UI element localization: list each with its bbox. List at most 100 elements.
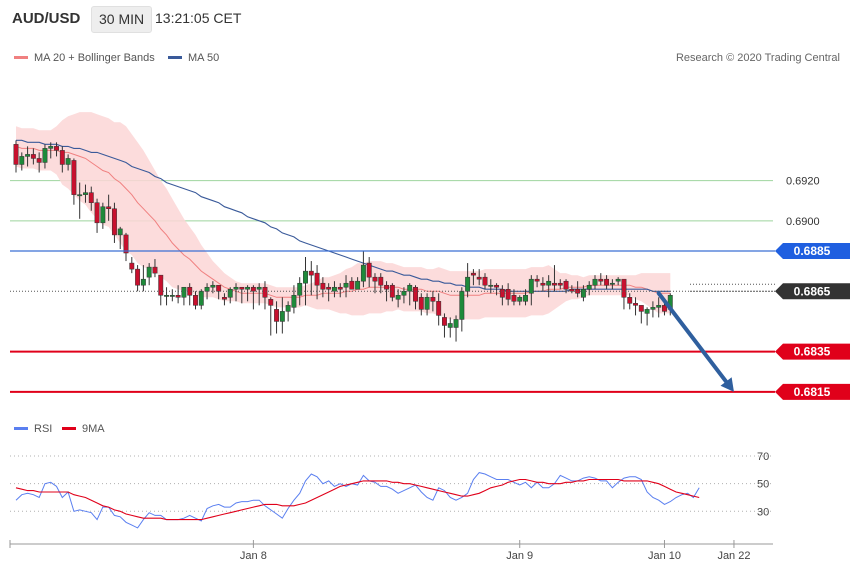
candle-body bbox=[291, 295, 297, 308]
candle-body bbox=[227, 288, 233, 298]
candle-body bbox=[274, 309, 280, 322]
candle-body bbox=[407, 284, 413, 292]
candle bbox=[430, 291, 436, 312]
candle-body bbox=[19, 156, 25, 165]
candle-body bbox=[117, 228, 123, 236]
candle-body bbox=[401, 291, 407, 296]
candle-body bbox=[592, 278, 598, 286]
candle-body bbox=[621, 278, 627, 298]
candle bbox=[592, 275, 598, 290]
candle bbox=[349, 277, 355, 290]
chart-header: AUD/USD 30 MIN 13:21:05 CET bbox=[0, 0, 850, 36]
candle bbox=[482, 273, 488, 290]
candle-body bbox=[308, 270, 314, 276]
ma20-line bbox=[15, 145, 671, 298]
candle bbox=[511, 289, 517, 306]
rsi-line bbox=[15, 472, 700, 529]
candle bbox=[285, 301, 291, 322]
candle bbox=[627, 293, 633, 310]
candle-body bbox=[650, 307, 656, 310]
candle-body bbox=[534, 278, 540, 282]
candle-body bbox=[216, 284, 222, 292]
level-price-box bbox=[775, 343, 850, 360]
legend-ma50-swatch bbox=[168, 55, 182, 59]
candle bbox=[221, 293, 227, 306]
candle bbox=[268, 297, 274, 336]
candle-body bbox=[598, 278, 604, 282]
candle bbox=[453, 315, 459, 342]
candle-body bbox=[71, 160, 77, 195]
candle-body bbox=[424, 297, 430, 310]
candle bbox=[308, 261, 314, 296]
candle bbox=[48, 142, 54, 159]
candle-body bbox=[499, 288, 505, 298]
candle-body bbox=[395, 295, 401, 300]
candle bbox=[59, 146, 65, 173]
candle-body bbox=[256, 286, 262, 290]
candle-body bbox=[187, 286, 193, 296]
candle-body bbox=[326, 286, 332, 290]
candle-body bbox=[48, 146, 54, 149]
candle bbox=[557, 279, 563, 290]
candle bbox=[447, 317, 453, 338]
candle bbox=[476, 269, 482, 286]
candle-body bbox=[59, 150, 65, 165]
candle-body bbox=[453, 319, 459, 328]
candle bbox=[140, 265, 146, 292]
candle bbox=[111, 202, 117, 243]
timeframe-button[interactable]: 30 MIN bbox=[91, 6, 153, 33]
candle-body bbox=[633, 303, 638, 306]
target-arrow-shaft bbox=[656, 291, 730, 386]
candle-body bbox=[436, 301, 442, 316]
candle-body bbox=[604, 278, 610, 286]
legend-rsi-swatch bbox=[14, 426, 28, 430]
candle bbox=[633, 297, 638, 316]
candle-body bbox=[552, 282, 557, 286]
candle bbox=[546, 275, 552, 298]
candle-body bbox=[83, 192, 88, 195]
candle-body bbox=[465, 276, 471, 292]
level-price-label: 0.6835 bbox=[794, 345, 831, 359]
time-tick-label: Jan 10 bbox=[648, 550, 681, 562]
candle bbox=[372, 273, 378, 294]
candle-body bbox=[164, 295, 169, 297]
candle bbox=[424, 293, 430, 316]
candle-body bbox=[129, 262, 135, 270]
legend-9ma-swatch bbox=[62, 426, 76, 430]
candle-body bbox=[372, 276, 378, 282]
candle-body bbox=[384, 284, 390, 290]
candle-body bbox=[285, 305, 291, 312]
candle bbox=[164, 287, 169, 306]
candle-body bbox=[540, 282, 546, 286]
candle bbox=[470, 269, 476, 286]
candle-body bbox=[106, 206, 112, 209]
candle bbox=[621, 278, 627, 310]
rsi-ma-line bbox=[15, 478, 700, 521]
candle-body bbox=[111, 208, 117, 236]
candle bbox=[343, 275, 349, 298]
legend-bollinger-swatch bbox=[14, 55, 28, 59]
candle bbox=[494, 283, 500, 296]
candle-body bbox=[94, 202, 100, 224]
candle-body bbox=[13, 144, 19, 165]
candle bbox=[83, 184, 88, 203]
candle-body bbox=[221, 297, 227, 300]
candle bbox=[360, 251, 366, 288]
candle bbox=[30, 148, 36, 165]
candle-body bbox=[175, 295, 181, 298]
candle bbox=[77, 182, 83, 219]
level-price-label: 0.6885 bbox=[794, 244, 831, 258]
candle bbox=[598, 273, 604, 286]
candle-body bbox=[488, 284, 494, 287]
legend-rsi: RSI bbox=[14, 423, 52, 435]
candle-body bbox=[442, 317, 447, 326]
candle bbox=[291, 285, 297, 314]
legend-bollinger: MA 20 + Bollinger Bands bbox=[14, 52, 155, 64]
rsi-tick-label: 50 bbox=[757, 479, 769, 491]
candle-body bbox=[54, 146, 59, 151]
rsi-tick-label: 30 bbox=[757, 506, 769, 518]
candle bbox=[210, 281, 216, 294]
candle bbox=[320, 277, 326, 298]
candle bbox=[523, 289, 528, 306]
